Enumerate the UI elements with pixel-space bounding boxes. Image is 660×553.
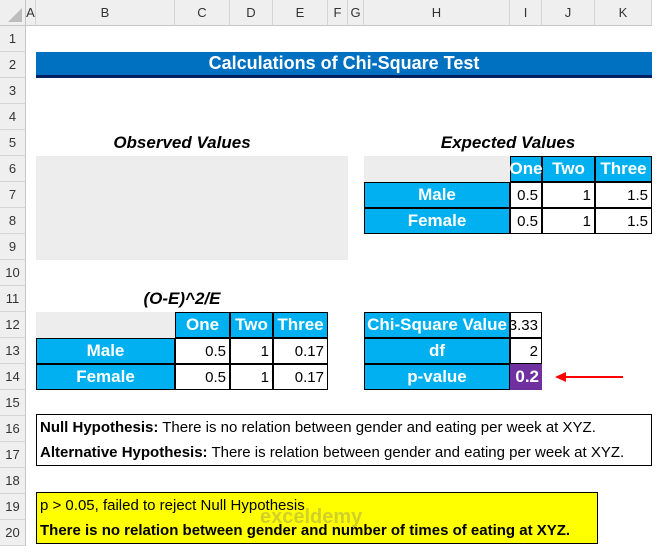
row-header-18[interactable]: 18 (0, 468, 26, 494)
row-header-13[interactable]: 13 (0, 338, 26, 364)
oe-cell[interactable]: 0.5 (175, 364, 230, 390)
null-hypothesis-text: There is no relation between gender and … (158, 419, 596, 436)
row-header-11[interactable]: 11 (0, 286, 26, 312)
oe-cell[interactable]: 0.17 (273, 338, 328, 364)
expected-col-header[interactable]: Three (595, 156, 652, 182)
watermark-logo: exceldemy (260, 506, 363, 528)
row-header-4[interactable]: 4 (0, 104, 26, 130)
column-header-A[interactable]: A (26, 0, 36, 26)
alt-hypothesis: Alternative Hypothesis: There is relatio… (37, 440, 651, 465)
column-header-E[interactable]: E (273, 0, 328, 26)
expected-cell[interactable]: 1.5 (595, 208, 652, 234)
row-header-15[interactable]: 15 (0, 390, 26, 416)
observed-title[interactable]: Observed Values (113, 133, 251, 152)
row-header-19[interactable]: 19 (0, 494, 26, 520)
stat-label[interactable]: Chi-Square Value (364, 312, 510, 338)
hypotheses-box: Null Hypothesis: There is no relation be… (36, 414, 652, 466)
row-header-7[interactable]: 7 (0, 182, 26, 208)
expected-title[interactable]: Expected Values (440, 133, 576, 152)
expected-cell[interactable]: 1 (542, 182, 595, 208)
alt-hypothesis-label: Alternative Hypothesis: (40, 444, 208, 461)
oe-cell[interactable]: 1 (230, 338, 273, 364)
expected-bg (364, 156, 510, 182)
expected-cell[interactable]: 1 (542, 208, 595, 234)
expected-col-header[interactable]: One (509, 156, 543, 182)
oe-col-header[interactable]: Two (230, 312, 273, 338)
conclusion-line1: p > 0.05, failed to reject Null Hypothes… (40, 497, 305, 514)
row-header-5[interactable]: 5 (0, 130, 26, 156)
row-header-9[interactable]: 9 (0, 234, 26, 260)
column-header-G[interactable]: G (348, 0, 364, 26)
oe-cell[interactable]: 0.17 (273, 364, 328, 390)
row-header-10[interactable]: 10 (0, 260, 26, 286)
oe-col-header[interactable]: One (175, 312, 230, 338)
row-header-2[interactable]: 2 (0, 52, 26, 78)
row-header-20[interactable]: 20 (0, 520, 26, 546)
column-header-D[interactable]: D (230, 0, 273, 26)
oe-col-header[interactable]: Three (273, 312, 328, 338)
row-header-16[interactable]: 16 (0, 416, 26, 442)
alt-hypothesis-text: There is relation between gender and eat… (207, 444, 625, 461)
row-header-3[interactable]: 3 (0, 78, 26, 104)
row-header-17[interactable]: 17 (0, 442, 26, 468)
red-arrow-icon (555, 372, 623, 382)
column-header-F[interactable]: F (328, 0, 348, 26)
expected-cell[interactable]: 0.5 (510, 208, 542, 234)
null-hypothesis: Null Hypothesis: There is no relation be… (37, 415, 651, 440)
conclusion-box: p > 0.05, failed to reject Null Hypothes… (36, 492, 598, 544)
column-header-H[interactable]: H (364, 0, 510, 26)
p-value-cell[interactable]: 0.2 (510, 364, 542, 390)
title-banner: Calculations of Chi-Square Test (36, 52, 652, 78)
oe-cell[interactable]: 0.5 (175, 338, 230, 364)
select-all-button[interactable] (0, 0, 26, 26)
column-header-B[interactable]: B (36, 0, 175, 26)
column-header-I[interactable]: I (510, 0, 542, 26)
oe-cell[interactable]: 1 (230, 364, 273, 390)
expected-row-label[interactable]: Female (364, 208, 510, 234)
stat-label[interactable]: df (364, 338, 510, 364)
row-header-6[interactable]: 6 (0, 156, 26, 182)
expected-cell[interactable]: 0.5 (510, 182, 542, 208)
expected-cell[interactable]: 1.5 (595, 182, 652, 208)
row-header-1[interactable]: 1 (0, 26, 26, 52)
row-header-14[interactable]: 14 (0, 364, 26, 390)
oe-row-label[interactable]: Male (36, 338, 175, 364)
oe-bg (36, 312, 175, 338)
stat-label[interactable]: p-value (364, 364, 510, 390)
oe-row-label[interactable]: Female (36, 364, 175, 390)
stat-value[interactable]: 3.33 (509, 312, 542, 338)
column-header-K[interactable]: K (595, 0, 652, 26)
row-header-12[interactable]: 12 (0, 312, 26, 338)
conclusion-line2: There is no relation between gender and … (40, 522, 571, 539)
column-header-J[interactable]: J (542, 0, 595, 26)
observed-bg (36, 156, 348, 260)
oe-title[interactable]: (O-E)^2/E (143, 289, 221, 308)
null-hypothesis-label: Null Hypothesis: (40, 419, 159, 436)
expected-row-label[interactable]: Male (364, 182, 510, 208)
stat-value[interactable]: 2 (510, 338, 542, 364)
column-header-C[interactable]: C (175, 0, 230, 26)
row-header-8[interactable]: 8 (0, 208, 26, 234)
expected-col-header[interactable]: Two (542, 156, 595, 182)
